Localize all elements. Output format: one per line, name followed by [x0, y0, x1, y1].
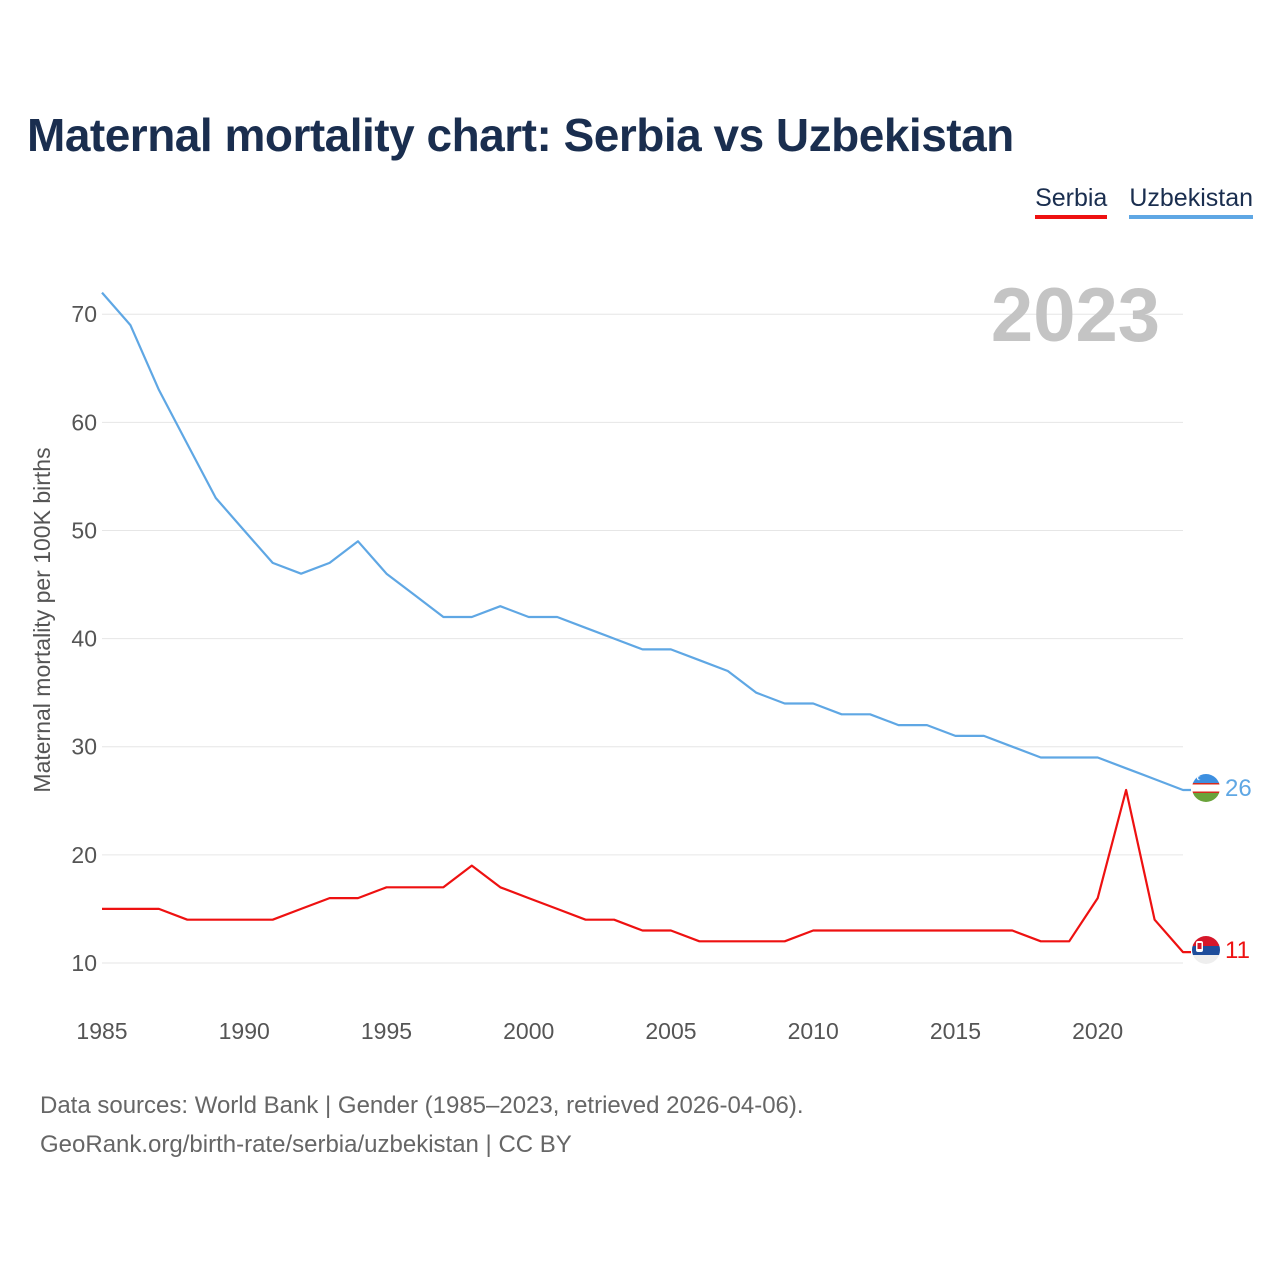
chart-plot: 2023 10 20 30 40 50 60 70 1985 1990 1995 2000 2005… [29, 273, 1252, 1044]
legend: Serbia Uzbekistan [1035, 184, 1253, 219]
x-tick-label-2020: 2020 [1072, 1018, 1123, 1044]
series-line-uzbekistan [101, 291, 1191, 792]
x-tick-label-2015: 2015 [930, 1018, 981, 1044]
y-tick-label-30: 30 [71, 734, 97, 760]
year-watermark: 2023 [991, 273, 1160, 358]
serbia-flag-icon [1192, 936, 1220, 964]
legend-item-serbia[interactable]: Serbia [1035, 184, 1108, 219]
y-tick-label-60: 60 [71, 409, 97, 435]
y-tick-label-20: 20 [71, 842, 97, 868]
y-tick-label-10: 10 [71, 950, 97, 976]
series-lines [101, 291, 1191, 954]
series-line-serbia [102, 788, 1191, 954]
x-tick-label-2005: 2005 [645, 1018, 696, 1044]
grid-lines [102, 313, 1183, 964]
x-tick-label-2000: 2000 [503, 1018, 554, 1044]
uzbekistan-flag-icon [1192, 774, 1220, 802]
end-label-uzbekistan: 26 [1225, 775, 1252, 802]
x-tick-label-1985: 1985 [76, 1018, 127, 1044]
footer-attribution[interactable]: GeoRank.org/birth-rate/serbia/uzbekistan… [40, 1131, 572, 1158]
footer-sources: Data sources: World Bank | Gender (1985–… [40, 1092, 804, 1119]
y-tick-label-50: 50 [71, 517, 97, 543]
legend-item-uzbekistan[interactable]: Uzbekistan [1129, 184, 1253, 219]
y-axis-ticks: 10 20 30 40 50 60 70 [71, 301, 97, 976]
y-axis-title: Maternal mortality per 100K births [29, 447, 55, 792]
end-label-serbia: 11 [1225, 937, 1250, 964]
x-tick-label-2010: 2010 [788, 1018, 839, 1044]
x-tick-label-1990: 1990 [219, 1018, 270, 1044]
footer: Data sources: World Bank | Gender (1985–… [40, 1086, 804, 1164]
x-axis-ticks: 1985 1990 1995 2000 2005 2010 2015 2020 [76, 1018, 1123, 1044]
y-tick-label-70: 70 [71, 301, 97, 327]
x-tick-label-1995: 1995 [361, 1018, 412, 1044]
chart-title: Maternal mortality chart: Serbia vs Uzbe… [27, 109, 1014, 161]
y-tick-label-40: 40 [71, 626, 97, 652]
